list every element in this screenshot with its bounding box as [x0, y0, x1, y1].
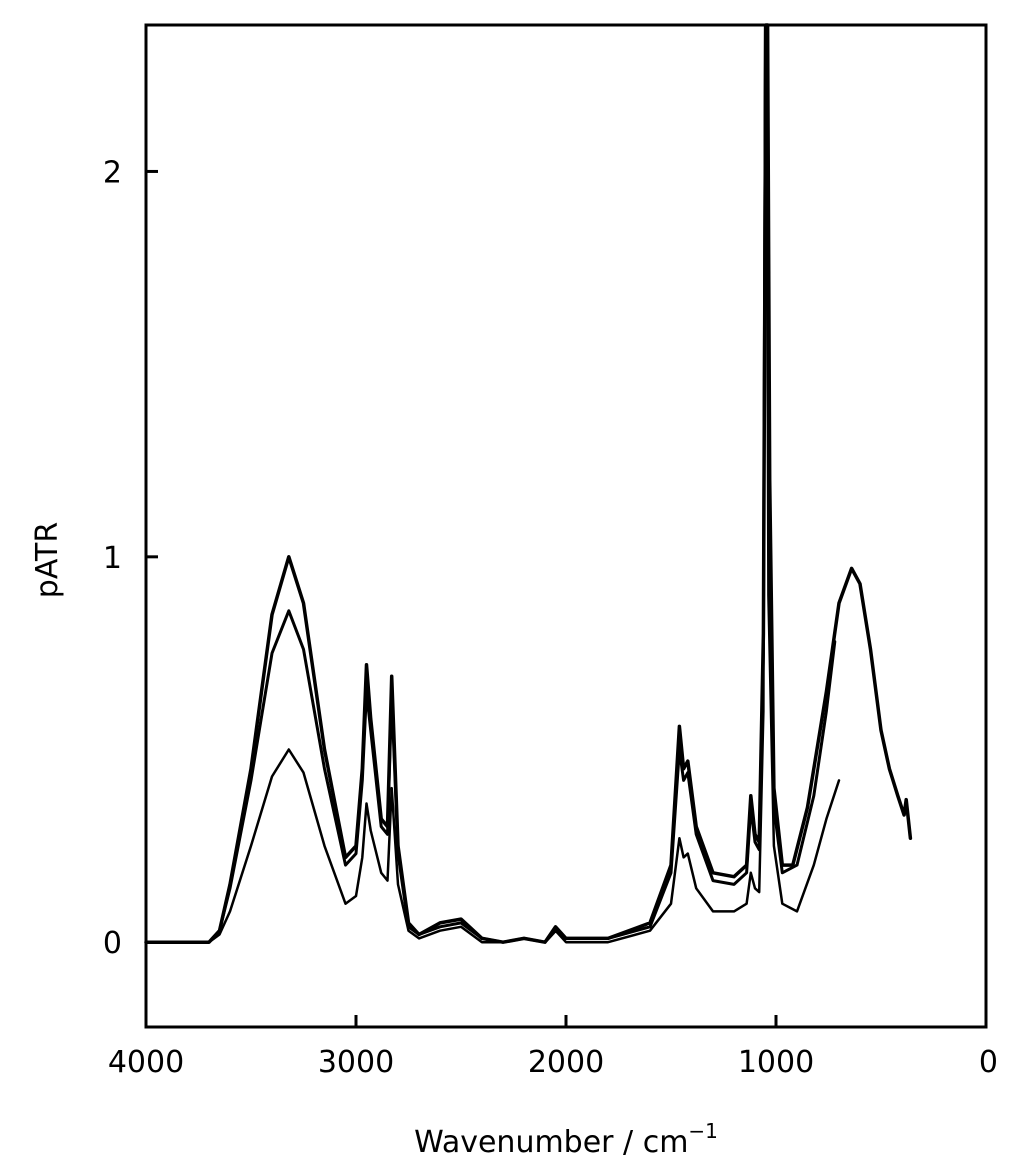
x-axis-title-superscript: −1 — [688, 1119, 717, 1143]
spectrum-line-2 — [144, 23, 837, 944]
plot-frame — [144, 23, 988, 1029]
spectrum-line-1 — [144, 23, 913, 944]
x-tick-label-0: 0 — [979, 1045, 998, 1080]
x-tick-label-3000: 3000 — [318, 1045, 394, 1080]
x-axis-title: Wavenumber / cm−1 — [414, 1119, 718, 1160]
y-tick-label-0: 0 — [103, 926, 122, 961]
x-tick-label-4000: 4000 — [108, 1045, 184, 1080]
x-axis-title-text: Wavenumber / cm — [414, 1125, 688, 1160]
tick-layer: 4000 3000 2000 1000 0 0 1 2 — [103, 155, 998, 1080]
y-tick-label-2: 2 — [103, 155, 122, 190]
x-tick-label-2000: 2000 — [528, 1045, 604, 1080]
spectrum-line-3 — [144, 23, 841, 944]
y-tick-label-1: 1 — [103, 541, 122, 576]
y-axis-title: pATR — [30, 522, 65, 598]
series-layer — [144, 23, 913, 944]
x-tick-label-1000: 1000 — [738, 1045, 814, 1080]
